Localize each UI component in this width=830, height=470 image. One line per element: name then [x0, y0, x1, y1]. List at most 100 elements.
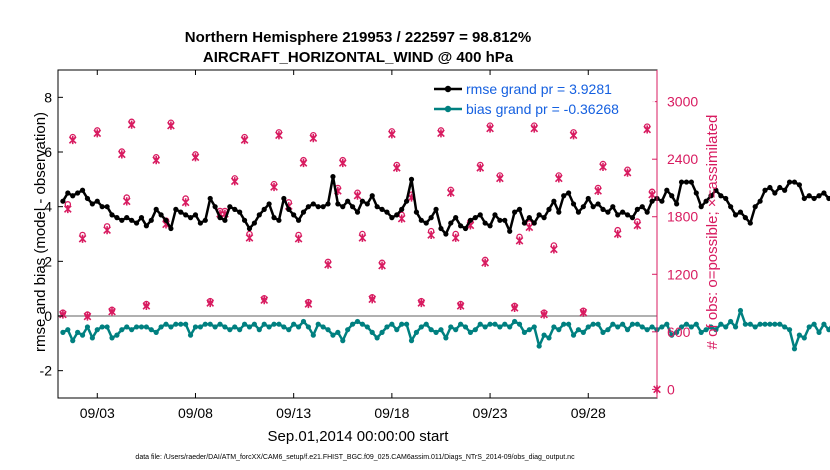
bias-point	[94, 327, 100, 333]
rmse-point	[281, 195, 287, 202]
y-left-tick-label: 4	[44, 199, 52, 215]
bias-point	[418, 324, 424, 330]
bias-point	[477, 321, 483, 327]
bias-point	[124, 324, 130, 330]
bias-point	[585, 324, 591, 330]
rmse-point	[600, 206, 606, 212]
bias-point	[644, 327, 650, 333]
bias-point	[222, 324, 228, 330]
legend-bias-label: bias grand pr = -0.36268	[466, 101, 619, 117]
obs-assimilated-marker	[275, 131, 283, 140]
bias-point	[438, 327, 444, 333]
obs-assimilated-marker	[108, 307, 116, 316]
rmse-point	[462, 225, 469, 232]
bias-point	[394, 327, 400, 333]
bias-point	[458, 321, 464, 327]
bias-point	[541, 332, 547, 338]
bias-point	[467, 329, 474, 335]
rmse-point	[315, 204, 321, 210]
bias-point	[129, 327, 135, 333]
bias-point	[536, 343, 542, 349]
bias-point	[325, 327, 331, 333]
rmse-point	[408, 176, 415, 182]
rmse-point	[688, 179, 694, 185]
legend: rmse grand pr = 3.9281 bias grand pr = -…	[430, 76, 655, 118]
rmse-point	[423, 220, 429, 226]
legend-rmse-marker	[444, 85, 452, 93]
obs-assimilated-marker	[167, 121, 175, 130]
bias-point	[816, 329, 822, 335]
y-right-tick-label: 3000	[667, 94, 698, 110]
obs-assimilated-marker	[353, 191, 362, 200]
y-right-tick-label: 1200	[667, 266, 698, 282]
rmse-point	[443, 231, 449, 237]
rmse-point	[197, 220, 203, 226]
bias-point	[703, 327, 709, 333]
obs-assimilated-marker	[481, 258, 490, 267]
bias-point	[281, 324, 287, 330]
bias-point	[791, 346, 798, 352]
rmse-point	[217, 215, 223, 221]
rmse-point	[163, 217, 169, 223]
rmse-point	[811, 195, 817, 202]
rmse-point	[158, 212, 164, 218]
rmse-point	[728, 204, 734, 210]
obs-assimilated-marker	[260, 296, 269, 305]
rmse-point	[448, 220, 454, 226]
obs-assimilated-marker	[613, 229, 622, 239]
x-tick-label: 09/13	[276, 405, 311, 421]
rmse-point	[187, 215, 194, 221]
obs-assimilated-marker	[230, 177, 239, 186]
rmse-point	[291, 212, 297, 218]
obs-assimilated-marker	[152, 156, 161, 165]
bias-point	[428, 327, 434, 333]
obs-assimilated-marker	[446, 188, 455, 197]
bias-point	[60, 329, 66, 335]
rmse-point	[89, 201, 95, 207]
rmse-point	[674, 201, 680, 207]
bias-point	[723, 324, 729, 330]
rmse-point	[369, 193, 375, 199]
obs-assimilated-marker	[515, 236, 524, 245]
rmse-point	[79, 187, 86, 193]
bias-point	[492, 321, 498, 327]
bias-point	[261, 321, 267, 327]
y-left-tick-label: 0	[44, 308, 52, 324]
bias-point	[659, 324, 665, 330]
rmse-point	[482, 220, 488, 226]
rmse-point	[624, 212, 631, 218]
x-tick-label: 09/18	[374, 405, 409, 421]
obs-assimilated-marker	[368, 295, 377, 304]
y-axis-right-label: # of obs: o=possible; ×=assimilated	[704, 115, 721, 350]
y-left-tick-label: 8	[44, 89, 52, 105]
bias-point	[713, 327, 719, 333]
bias-point	[551, 324, 557, 330]
bias-point	[114, 332, 120, 338]
rmse-point	[644, 209, 650, 215]
rmse-point	[732, 212, 739, 218]
bias-point	[79, 332, 86, 338]
obs-assimilated-marker	[392, 163, 401, 172]
bias-point	[718, 321, 724, 327]
rmse-point	[124, 215, 130, 221]
bias-point	[232, 324, 238, 330]
bias-point	[148, 327, 154, 333]
rmse-point	[168, 225, 174, 232]
obs-assimilated-marker	[122, 197, 131, 206]
rmse-point	[138, 215, 145, 221]
bias-point	[212, 324, 218, 330]
obs-assimilated-marker	[510, 303, 519, 312]
bias-point	[624, 327, 631, 333]
bias-point	[757, 321, 763, 327]
y-right-tick-label: 0	[667, 381, 675, 397]
bias-point	[183, 321, 189, 327]
rmse-point	[276, 217, 282, 223]
chart-title-line1: Northern Hemisphere 219953 / 222597 = 98…	[185, 29, 531, 46]
obs-assimilated-marker	[643, 125, 652, 134]
rmse-point	[320, 204, 326, 210]
bias-point	[65, 327, 71, 333]
rmse-point	[389, 215, 395, 221]
bias-point	[320, 324, 326, 330]
obs-assimilated-marker	[530, 124, 539, 133]
obs-assimilated-marker	[191, 153, 200, 162]
